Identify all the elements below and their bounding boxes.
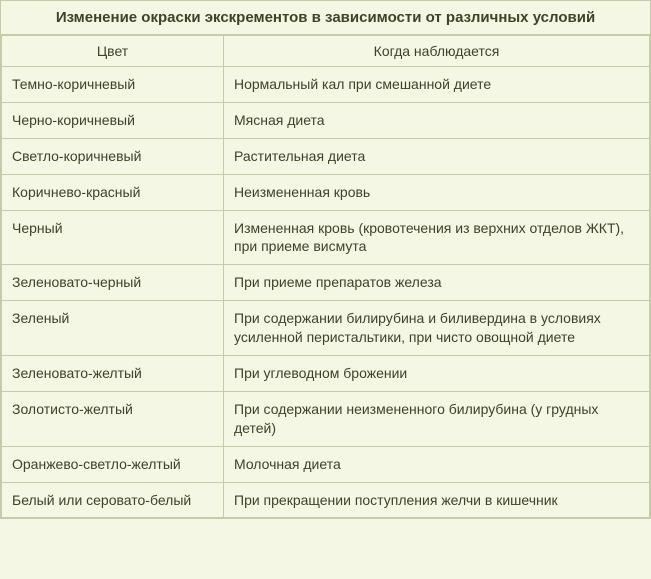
- cell-when: Растительная диета: [224, 138, 650, 174]
- data-table: Цвет Когда наблюдается Темно-коричневый …: [1, 35, 650, 518]
- cell-color: Черно-коричневый: [2, 102, 224, 138]
- cell-color: Светло-коричневый: [2, 138, 224, 174]
- table-container: Изменение окраски экскрементов в зависим…: [0, 0, 651, 519]
- cell-when: Неизмененная кровь: [224, 174, 650, 210]
- cell-color: Темно-коричневый: [2, 67, 224, 103]
- table-row: Золотисто-желтый При содержании неизмене…: [2, 391, 650, 446]
- table-row: Коричнево-красный Неизмененная кровь: [2, 174, 650, 210]
- cell-when: Мясная диета: [224, 102, 650, 138]
- cell-color: Белый или серовато-белый: [2, 482, 224, 518]
- table-row: Черный Измененная кровь (кровотечения из…: [2, 210, 650, 265]
- table-row: Оранжево-светло-желтый Молочная диета: [2, 446, 650, 482]
- table-row: Белый или серовато-белый При прекращении…: [2, 482, 650, 518]
- cell-when: При приеме препаратов железа: [224, 265, 650, 301]
- table-row: Светло-коричневый Растительная диета: [2, 138, 650, 174]
- cell-color: Коричнево-красный: [2, 174, 224, 210]
- cell-when: При прекращении поступления желчи в кише…: [224, 482, 650, 518]
- cell-color: Золотисто-желтый: [2, 391, 224, 446]
- cell-when: Нормальный кал при смешанной диете: [224, 67, 650, 103]
- table-row: Черно-коричневый Мясная диета: [2, 102, 650, 138]
- cell-when: При содержании билирубина и биливердина …: [224, 301, 650, 356]
- cell-when: При содержании неизмененного билирубина …: [224, 391, 650, 446]
- header-row: Цвет Когда наблюдается: [2, 36, 650, 67]
- cell-when: Молочная диета: [224, 446, 650, 482]
- cell-when: При углеводном брожении: [224, 356, 650, 392]
- table-row: Зеленовато-черный При приеме препаратов …: [2, 265, 650, 301]
- table-row: Зеленый При содержании билирубина и били…: [2, 301, 650, 356]
- table-row: Зеленовато-желтый При углеводном брожени…: [2, 356, 650, 392]
- cell-color: Зеленовато-черный: [2, 265, 224, 301]
- table-title: Изменение окраски экскрементов в зависим…: [1, 1, 650, 35]
- col-header-when: Когда наблюдается: [224, 36, 650, 67]
- cell-when: Измененная кровь (кровотечения из верхни…: [224, 210, 650, 265]
- cell-color: Зеленый: [2, 301, 224, 356]
- cell-color: Зеленовато-желтый: [2, 356, 224, 392]
- cell-color: Оранжево-светло-желтый: [2, 446, 224, 482]
- col-header-color: Цвет: [2, 36, 224, 67]
- cell-color: Черный: [2, 210, 224, 265]
- table-row: Темно-коричневый Нормальный кал при смеш…: [2, 67, 650, 103]
